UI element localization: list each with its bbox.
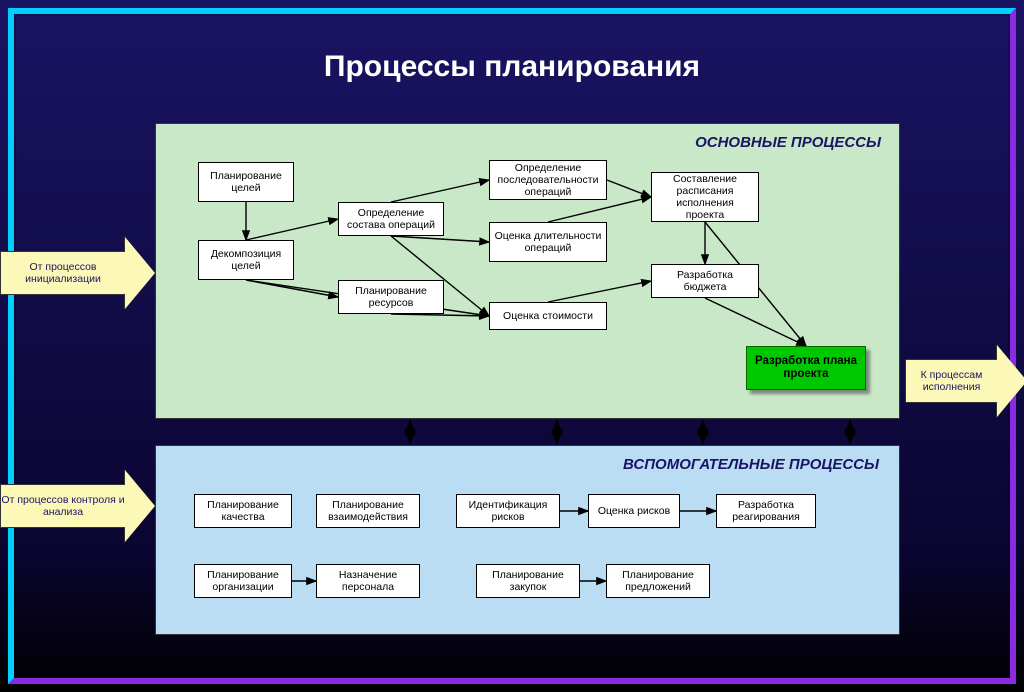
main-node-n-sched: Составление расписания исполнения проект… [651,172,759,222]
main-processes-panel: ОСНОВНЫЕ ПРОЦЕССЫ Планирование целей Деко… [155,123,900,419]
arrow-exec: К процессам исполнения [905,345,1024,417]
sub-node-s-quality: Планирование качества [194,494,292,528]
main-node-n-res: Планирование ресурсов [338,280,444,314]
main-node-n-dur: Оценка длительности операций [489,222,607,262]
arrow-init: От процессов инициализации [0,237,155,309]
main-node-n-goals: Планирование целей [198,162,294,202]
main-node-n-budget: Разработка бюджета [651,264,759,298]
sub-node-s-staff: Назначение персонала [316,564,420,598]
sub-node-s-response: Разработка реагирования [716,494,816,528]
main-panel-title: ОСНОВНЫЕ ПРОЦЕССЫ [695,134,881,151]
sub-node-s-procure: Планирование закупок [476,564,580,598]
arrow-init-label: От процессов инициализации [0,251,125,295]
slide-title: Процессы планирования [0,50,1024,84]
aux-processes-panel: ВСПОМОГАТЕЛЬНЫЕ ПРОЦЕССЫ Планирование ка… [155,445,900,635]
main-node-n-decomp: Декомпозиция целей [198,240,294,280]
arrow-exec-label: К процессам исполнения [905,359,997,403]
arrow-control-label: От процессов контроля и анализа [0,484,125,528]
sub-node-s-offers: Планирование предложений [606,564,710,598]
sub-panel-title: ВСПОМОГАТЕЛЬНЫЕ ПРОЦЕССЫ [623,456,879,473]
sub-node-s-comm: Планирование взаимодействия [316,494,420,528]
main-node-n-cost: Оценка стоимости [489,302,607,330]
sub-node-s-riskest: Оценка рисков [588,494,680,528]
sub-node-s-org: Планирование организации [194,564,292,598]
main-node-n-ops: Определение состава операций [338,202,444,236]
sub-node-s-riskid: Идентификация рисков [456,494,560,528]
main-node-n-plan: Разработка плана проекта [746,346,866,390]
arrow-control: От процессов контроля и анализа [0,470,155,542]
main-node-n-seq: Определение последовательности операций [489,160,607,200]
